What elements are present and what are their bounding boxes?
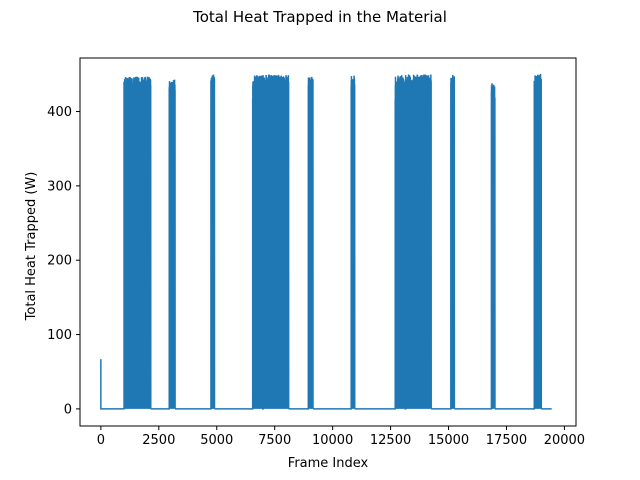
- y-tick-label: 400: [47, 105, 72, 120]
- x-tick-label: 7500: [258, 433, 291, 448]
- x-tick-label: 15000: [428, 433, 469, 448]
- x-tick-label: 2500: [142, 433, 175, 448]
- x-tick-label: 10000: [312, 433, 353, 448]
- axes: 0 2500 5000 7500 10000 12500 15000 17500 20000 0 1…: [47, 57, 585, 448]
- x-tick-label: 17500: [486, 433, 527, 448]
- plot-area: [100, 73, 552, 410]
- y-tick-label: 200: [47, 254, 72, 269]
- x-tick-label: 12500: [370, 433, 411, 448]
- x-tick-label: 0: [97, 433, 105, 448]
- chart-title: Total Heat Trapped in the Material: [192, 8, 447, 26]
- axes-frame: [79, 57, 577, 427]
- y-axis-label: Total Heat Trapped (W): [24, 172, 39, 322]
- y-tick-label: 100: [47, 328, 72, 343]
- x-axis-label: Frame Index: [288, 456, 369, 471]
- x-tick-label: 20000: [544, 433, 585, 448]
- series-line: [100, 73, 552, 410]
- y-tick-label: 300: [47, 179, 72, 194]
- x-tick-label: 5000: [200, 433, 233, 448]
- y-tick-label: 0: [64, 402, 72, 417]
